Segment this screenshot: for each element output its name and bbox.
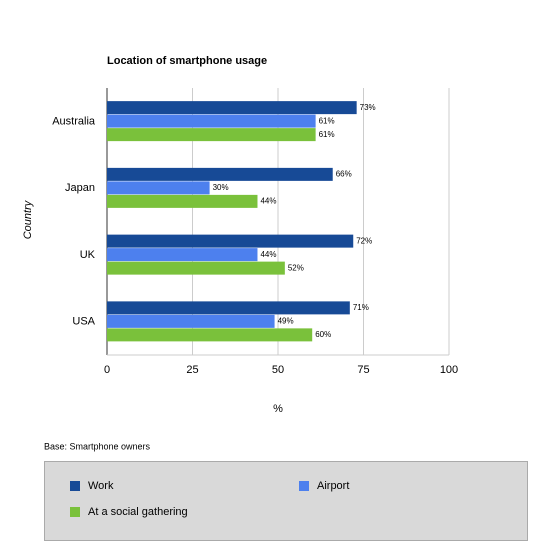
legend-box [44, 461, 528, 541]
value-label: 72% [356, 236, 372, 245]
value-label: 49% [278, 317, 294, 326]
bar [107, 101, 357, 115]
y-tick-label: UK [80, 249, 96, 261]
legend-swatch [299, 481, 309, 491]
bar [107, 248, 258, 262]
x-tick-label: 75 [357, 364, 369, 376]
value-label: 30% [213, 183, 229, 192]
x-axis-label: % [273, 403, 283, 415]
bar [107, 167, 333, 181]
value-label: 71% [353, 303, 369, 312]
bar [107, 328, 313, 342]
bar [107, 128, 316, 142]
y-tick-label: USA [72, 316, 95, 328]
x-tick-label: 25 [186, 364, 198, 376]
y-axis-label: Country [22, 199, 34, 239]
bar [107, 261, 285, 275]
legend-swatch [70, 507, 80, 517]
legend-label: At a social gathering [88, 506, 188, 518]
bar [107, 194, 258, 208]
bar [107, 114, 316, 128]
value-label: 61% [319, 116, 335, 125]
note: Base: Smartphone owners [44, 441, 151, 451]
x-tick-label: 100 [440, 364, 458, 376]
value-label: 73% [360, 103, 376, 112]
value-label: 66% [336, 170, 352, 179]
bar [107, 301, 350, 315]
x-tick-label: 50 [272, 364, 284, 376]
legend-label: Work [88, 480, 114, 492]
value-label: 44% [260, 197, 276, 206]
value-label: 60% [315, 330, 331, 339]
bar [107, 234, 354, 248]
legend-swatch [70, 481, 80, 491]
value-label: 52% [288, 263, 304, 272]
legend-label: Airport [317, 480, 349, 492]
bar [107, 181, 210, 195]
value-label: 44% [260, 250, 276, 259]
value-label: 61% [319, 130, 335, 139]
bar [107, 314, 275, 328]
y-tick-label: Japan [65, 182, 95, 194]
y-tick-label: Australia [52, 115, 96, 127]
x-tick-label: 0 [104, 364, 110, 376]
chart-title: Location of smartphone usage [107, 55, 267, 67]
